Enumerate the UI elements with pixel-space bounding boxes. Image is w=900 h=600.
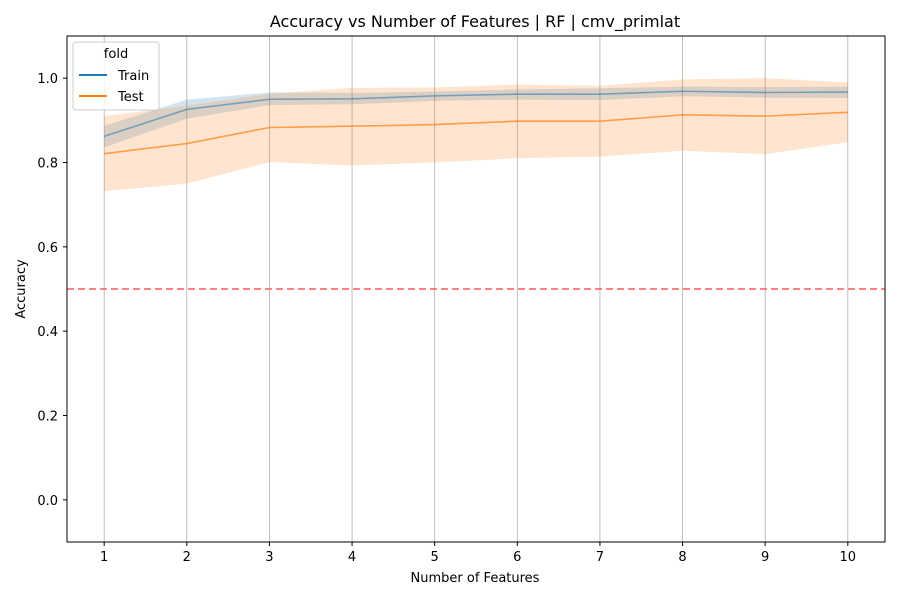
x-axis-ticks: 1 2 3 4 5 6 7 8 9 10 [100,542,856,565]
x-tick-label: 6 [513,550,521,565]
series-line-test [104,111,848,155]
x-tick-label: 1 [100,550,108,565]
y-tick-label: 0.6 [37,241,58,256]
legend-box [72,41,160,111]
x-axis-label: Number of Features [411,571,540,586]
y-axis-label: Accuracy [14,259,29,319]
band-test [104,78,848,192]
y-tick-label: 0.0 [37,494,58,509]
x-tick-label: 2 [183,550,191,565]
series-lines [103,90,848,155]
y-tick-label: 1.0 [37,72,58,87]
band-train [104,86,848,148]
x-tick-label: 4 [348,550,356,565]
x-tick-label: 10 [840,550,857,565]
legend-label-train: Train [117,69,149,84]
legend-title: fold [104,47,128,62]
y-tick-label: 0.8 [37,157,58,172]
x-tick-label: 7 [596,550,604,565]
chart-title: Accuracy vs Number of Features | RF | cm… [270,12,680,32]
legend: fold Train Test [72,41,160,111]
confidence-bands [104,78,848,192]
x-tick-label: 5 [431,550,439,565]
legend-label-test: Test [117,90,144,105]
y-tick-label: 0.4 [37,325,58,340]
y-tick-label: 0.2 [37,410,58,425]
series-line-train [103,90,848,138]
plot-frame [66,35,886,543]
x-tick-label: 3 [265,550,273,565]
y-axis-ticks: 0.0 0.2 0.4 0.6 0.8 1.0 [37,72,67,509]
x-tick-label: 9 [761,550,769,565]
x-tick-label: 8 [678,550,686,565]
